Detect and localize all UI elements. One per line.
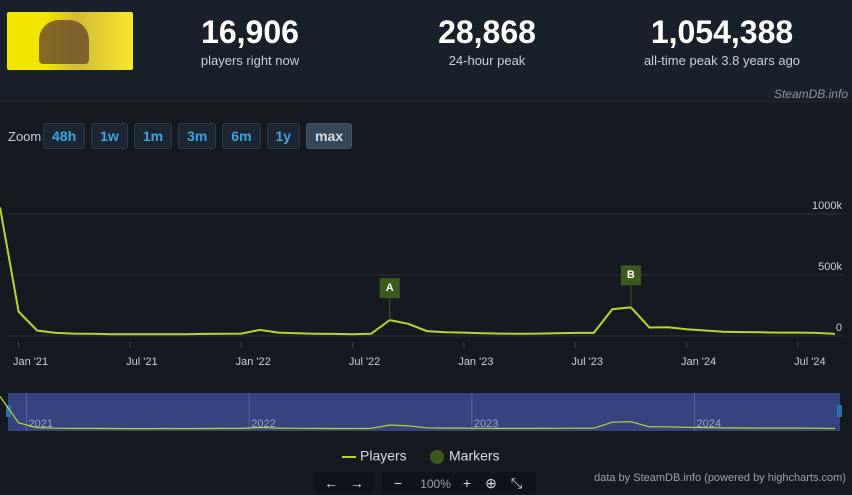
zoom-toolbar: − 100% + ⊕ ⤡ xyxy=(382,472,536,494)
fullscreen[interactable]: ⤡ xyxy=(510,475,523,491)
stat-label: players right now xyxy=(200,53,300,68)
zoom-in[interactable]: + xyxy=(462,475,472,491)
players-line xyxy=(0,207,836,336)
nav-label: 2023 xyxy=(474,418,498,430)
zoom-button[interactable]: 1y xyxy=(266,123,301,149)
stat: 1,054,388 all-time peak 3.8 years ago xyxy=(622,14,822,68)
stat-label: 24-hour peak xyxy=(448,53,526,68)
marker-box xyxy=(379,278,400,299)
nav-label: 2022 xyxy=(251,418,275,430)
y-tick-label: 500k xyxy=(818,261,842,273)
zoom-button[interactable]: 3m xyxy=(178,123,217,149)
x-tick-label: Jan '22 xyxy=(236,356,271,368)
y-tick-label: 0 xyxy=(836,322,842,334)
marker-label: A xyxy=(386,282,394,294)
game-thumbnail xyxy=(7,12,133,70)
x-tick-label: Jan '23 xyxy=(458,356,493,368)
stat-value: 28,868 xyxy=(438,14,536,50)
header: 16,906 players right now 28,868 24-hour pe… xyxy=(0,0,852,103)
zoom-label: Zoom xyxy=(8,129,42,144)
download[interactable]: ⊕ xyxy=(485,475,497,491)
nav-handle xyxy=(6,405,11,417)
marker-box xyxy=(620,265,641,286)
zoom-out[interactable]: − xyxy=(394,475,403,491)
pan-buttons[interactable]: ← → xyxy=(315,472,373,494)
zoom-level: 100% xyxy=(420,477,451,491)
zoom-button[interactable]: 1m xyxy=(133,123,173,149)
stat-label: all-time peak 3.8 years ago xyxy=(643,53,801,68)
marker-label: B xyxy=(627,269,635,281)
stat-value: 1,054,388 xyxy=(650,14,794,50)
x-tick-label: Jul '21 xyxy=(126,356,157,368)
x-tick-label: Jul '23 xyxy=(571,356,602,368)
x-tick-label: Jul '22 xyxy=(349,356,380,368)
brand: SteamDB.info xyxy=(773,87,848,101)
zoom-button[interactable]: 1w xyxy=(91,123,128,149)
y-tick-label: 1000k xyxy=(812,200,842,212)
stat: 16,906 players right now xyxy=(150,14,350,68)
legend-label: Markers xyxy=(449,448,500,464)
nav-handle xyxy=(837,405,842,417)
zoom-button[interactable]: 6m xyxy=(222,123,261,149)
legend-label: Players xyxy=(360,448,407,464)
zoom-button[interactable]: 48h xyxy=(43,123,86,149)
navigator-line xyxy=(0,396,836,430)
navigator xyxy=(8,393,840,431)
x-tick-label: Jan '21 xyxy=(13,356,48,368)
nav-label: 2024 xyxy=(697,418,721,430)
stat: 28,868 24-hour peak xyxy=(387,14,587,68)
zoom-button[interactable]: max xyxy=(306,123,353,149)
stat-value: 16,906 xyxy=(201,14,299,50)
x-tick-label: Jan '24 xyxy=(681,356,716,368)
legend-marker xyxy=(430,450,444,464)
x-tick-label: Jul '24 xyxy=(794,356,825,368)
credits: data by SteamDB.info (powered by highcha… xyxy=(594,472,846,484)
